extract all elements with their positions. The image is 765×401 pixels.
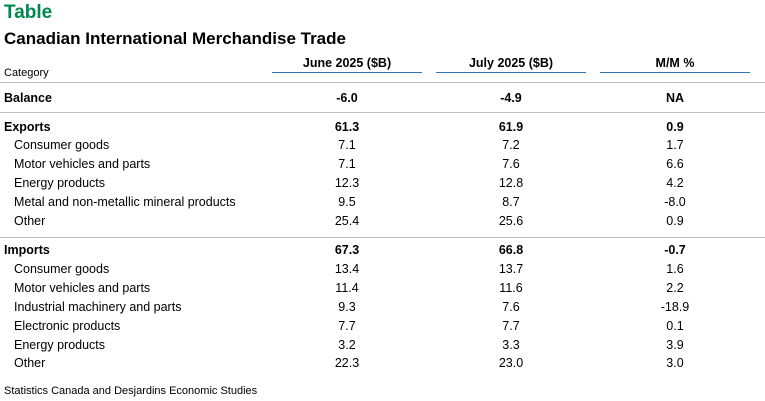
column-header-july: July 2025 ($B)	[436, 55, 586, 73]
cell-june: 12.3	[334, 176, 360, 190]
row-label: Motor vehicles and parts	[14, 157, 151, 171]
table-row: Energy products 12.3 12.8 4.2	[0, 174, 765, 193]
row-label: Balance	[4, 91, 52, 105]
cell-june: 25.4	[334, 214, 360, 228]
cell-july: 13.7	[498, 262, 524, 276]
row-label: Other	[14, 214, 46, 228]
cell-july: 61.9	[498, 120, 524, 134]
cell-mm: -0.7	[664, 243, 686, 257]
row-label: Energy products	[14, 176, 106, 190]
table-row: Consumer goods 13.4 13.7 1.6	[0, 260, 765, 279]
table-row: Exports 61.3 61.9 0.9	[0, 118, 765, 137]
cell-july: 66.8	[498, 243, 524, 257]
table-row: Motor vehicles and parts 7.1 7.6 6.6	[0, 155, 765, 174]
cell-mm: 0.9	[666, 214, 684, 228]
table-row: Metal and non-metallic mineral products 9…	[0, 193, 765, 212]
cell-mm: -8.0	[664, 195, 686, 209]
cell-mm: 0.9	[666, 120, 684, 134]
cell-june: 7.1	[338, 138, 356, 152]
cell-june: 7.7	[338, 319, 356, 333]
table-row: Other 25.4 25.6 0.9	[0, 212, 765, 231]
source-note: Statistics Canada and Desjardins Economi…	[4, 385, 258, 397]
cell-june: 67.3	[334, 243, 360, 257]
cell-july: 7.2	[502, 138, 520, 152]
table-row: Electronic products 7.7 7.7 0.1	[0, 317, 765, 336]
cell-july: 8.7	[502, 195, 520, 209]
category-column-header: Category	[4, 67, 49, 79]
cell-july: 23.0	[498, 356, 524, 370]
table-row: Balance -6.0 -4.9 NA	[0, 89, 765, 108]
cell-mm: -18.9	[660, 300, 690, 314]
table-row: Motor vehicles and parts 11.4 11.6 2.2	[0, 279, 765, 298]
cell-mm: 0.1	[666, 319, 684, 333]
row-label: Consumer goods	[14, 262, 110, 276]
cell-july: 7.7	[502, 319, 520, 333]
row-label: Consumer goods	[14, 138, 110, 152]
cell-july: -4.9	[500, 91, 522, 105]
cell-july: 3.3	[502, 338, 520, 352]
cell-june: -6.0	[336, 91, 358, 105]
row-label: Other	[14, 356, 46, 370]
cell-july: 25.6	[498, 214, 524, 228]
cell-june: 61.3	[334, 120, 360, 134]
row-label: Imports	[4, 243, 50, 257]
row-label: Energy products	[14, 338, 106, 352]
cell-july: 11.6	[499, 281, 523, 295]
divider	[0, 112, 765, 113]
column-header-mm: M/M %	[600, 55, 750, 73]
cell-mm: 4.2	[666, 176, 684, 190]
row-label: Industrial machinery and parts	[14, 300, 182, 314]
cell-june: 3.2	[338, 338, 356, 352]
cell-july: 7.6	[502, 300, 520, 314]
table-title: Canadian International Merchandise Trade	[4, 29, 346, 48]
cell-june: 11.4	[335, 281, 359, 295]
table-row: Consumer goods 7.1 7.2 1.7	[0, 136, 765, 155]
cell-mm: 2.2	[666, 281, 684, 295]
table-row: Industrial machinery and parts 9.3 7.6 -18.…	[0, 298, 765, 317]
cell-june: 22.3	[334, 356, 360, 370]
row-label: Electronic products	[14, 319, 121, 333]
divider	[0, 82, 765, 83]
cell-mm: 6.6	[666, 157, 684, 171]
row-label: Motor vehicles and parts	[14, 281, 151, 295]
cell-july: 12.8	[498, 176, 524, 190]
cell-mm: 3.0	[666, 356, 684, 370]
cell-mm: NA	[665, 91, 685, 105]
table-row: Energy products 3.2 3.3 3.9	[0, 336, 765, 355]
table-row: Imports 67.3 66.8 -0.7	[0, 241, 765, 260]
table-row: Other 22.3 23.0 3.0	[0, 354, 765, 373]
cell-mm: 1.6	[666, 262, 684, 276]
cell-june: 13.4	[334, 262, 360, 276]
cell-june: 9.3	[338, 300, 356, 314]
cell-july: 7.6	[502, 157, 520, 171]
cell-june: 7.1	[338, 157, 356, 171]
cell-june: 9.5	[338, 195, 356, 209]
divider	[0, 237, 765, 238]
cell-mm: 1.7	[666, 138, 684, 152]
row-label: Exports	[4, 120, 51, 134]
cell-mm: 3.9	[666, 338, 684, 352]
table-tag: Table	[4, 2, 53, 23]
column-header-june: June 2025 ($B)	[272, 55, 422, 73]
row-label: Metal and non-metallic mineral products	[14, 195, 236, 209]
